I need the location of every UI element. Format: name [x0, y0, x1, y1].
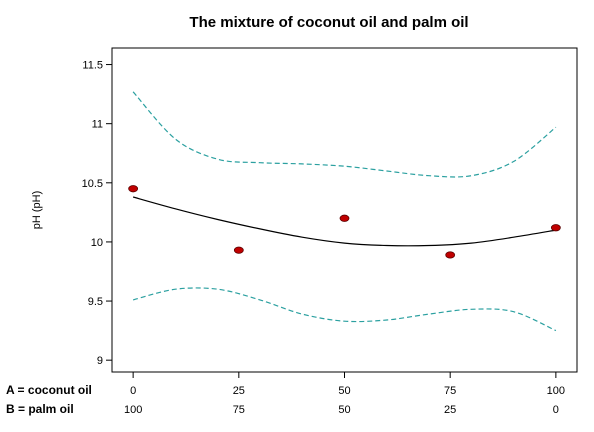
y-tick-label: 9: [97, 355, 103, 367]
data-point: [128, 185, 139, 193]
x-axis-label-a: A = coconut oil: [6, 383, 92, 397]
data-point: [233, 246, 244, 254]
data-point: [550, 224, 561, 232]
x-tick-label-a: 75: [444, 385, 456, 397]
fitted-curve: [132, 196, 557, 247]
y-tick-label: 11: [92, 119, 103, 131]
y-tick-label: 11.5: [82, 60, 103, 72]
y-tick-label: 10: [91, 237, 103, 249]
x-tick-label-a: 50: [338, 385, 350, 397]
y-tick-label: 10.5: [82, 178, 103, 190]
x-tick-label-b: 50: [338, 404, 350, 416]
y-axis-label: pH (pH): [31, 191, 43, 230]
x-axis-label-b: B = palm oil: [6, 402, 74, 416]
confidence-band-line: [132, 91, 557, 178]
chart-title: The mixture of coconut oil and palm oil: [189, 14, 468, 31]
x-tick-label-a: 100: [547, 385, 565, 397]
y-tick-label: 9.5: [88, 296, 103, 308]
plot-area: 9 9.5 10 10.5 11 11.5 0 100 25 75 50 50 75 25 100 0: [82, 47, 578, 416]
x-tick-label-a: 0: [130, 385, 136, 397]
confidence-band-line: [132, 287, 557, 332]
x-tick-label-b: 100: [124, 404, 142, 416]
x-tick-label-b: 25: [444, 404, 456, 416]
data-point: [339, 214, 350, 222]
x-tick-label-b: 0: [553, 404, 559, 416]
x-tick-label-a: 25: [233, 385, 245, 397]
data-point: [445, 251, 456, 259]
x-tick-label-b: 75: [233, 404, 245, 416]
